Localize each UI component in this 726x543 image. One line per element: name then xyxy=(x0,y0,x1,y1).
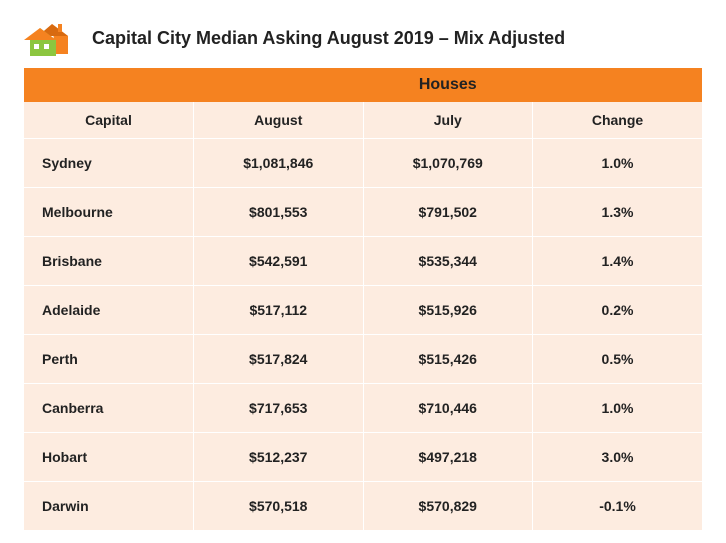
cell-august: $801,553 xyxy=(194,188,364,237)
table-row: Canberra$717,653$710,4461.0% xyxy=(24,384,702,433)
table-row: Brisbane$542,591$535,3441.4% xyxy=(24,237,702,286)
cell-change: 3.0% xyxy=(533,433,703,482)
cell-change: 1.3% xyxy=(533,188,703,237)
cell-city: Adelaide xyxy=(24,286,194,335)
page-title: Capital City Median Asking August 2019 –… xyxy=(92,28,565,49)
cell-august: $1,081,846 xyxy=(194,139,364,188)
cell-july: $791,502 xyxy=(363,188,533,237)
table-row: Perth$517,824$515,4260.5% xyxy=(24,335,702,384)
cell-change: 1.4% xyxy=(533,237,703,286)
cell-city: Perth xyxy=(24,335,194,384)
table-row: Darwin$570,518$570,829-0.1% xyxy=(24,482,702,531)
cell-august: $512,237 xyxy=(194,433,364,482)
table-row: Sydney$1,081,846$1,070,7691.0% xyxy=(24,139,702,188)
cell-august: $717,653 xyxy=(194,384,364,433)
cell-july: $535,344 xyxy=(363,237,533,286)
median-asking-table: Houses Capital August July Change Sydney… xyxy=(24,68,702,530)
table-column-header-row: Capital August July Change xyxy=(24,102,702,139)
table-row: Hobart$512,237$497,2183.0% xyxy=(24,433,702,482)
cell-city: Melbourne xyxy=(24,188,194,237)
table-row: Melbourne$801,553$791,5021.3% xyxy=(24,188,702,237)
cell-july: $570,829 xyxy=(363,482,533,531)
cell-august: $542,591 xyxy=(194,237,364,286)
header: Capital City Median Asking August 2019 –… xyxy=(24,18,702,58)
super-header-houses: Houses xyxy=(194,68,703,102)
cell-august: $570,518 xyxy=(194,482,364,531)
col-july: July xyxy=(363,102,533,139)
cell-change: 0.5% xyxy=(533,335,703,384)
cell-city: Canberra xyxy=(24,384,194,433)
col-august: August xyxy=(194,102,364,139)
col-capital: Capital xyxy=(24,102,194,139)
cell-july: $515,426 xyxy=(363,335,533,384)
cell-change: 1.0% xyxy=(533,139,703,188)
table-super-header-row: Houses xyxy=(24,68,702,102)
cell-city: Hobart xyxy=(24,433,194,482)
cell-august: $517,824 xyxy=(194,335,364,384)
cell-change: 1.0% xyxy=(533,384,703,433)
cell-change: -0.1% xyxy=(533,482,703,531)
cell-august: $517,112 xyxy=(194,286,364,335)
cell-july: $710,446 xyxy=(363,384,533,433)
cell-city: Darwin xyxy=(24,482,194,531)
cell-city: Brisbane xyxy=(24,237,194,286)
cell-july: $1,070,769 xyxy=(363,139,533,188)
logo-houses-icon xyxy=(24,18,78,58)
cell-city: Sydney xyxy=(24,139,194,188)
col-change: Change xyxy=(533,102,703,139)
table-row: Adelaide$517,112$515,9260.2% xyxy=(24,286,702,335)
cell-july: $497,218 xyxy=(363,433,533,482)
super-header-blank xyxy=(24,68,194,102)
cell-july: $515,926 xyxy=(363,286,533,335)
cell-change: 0.2% xyxy=(533,286,703,335)
